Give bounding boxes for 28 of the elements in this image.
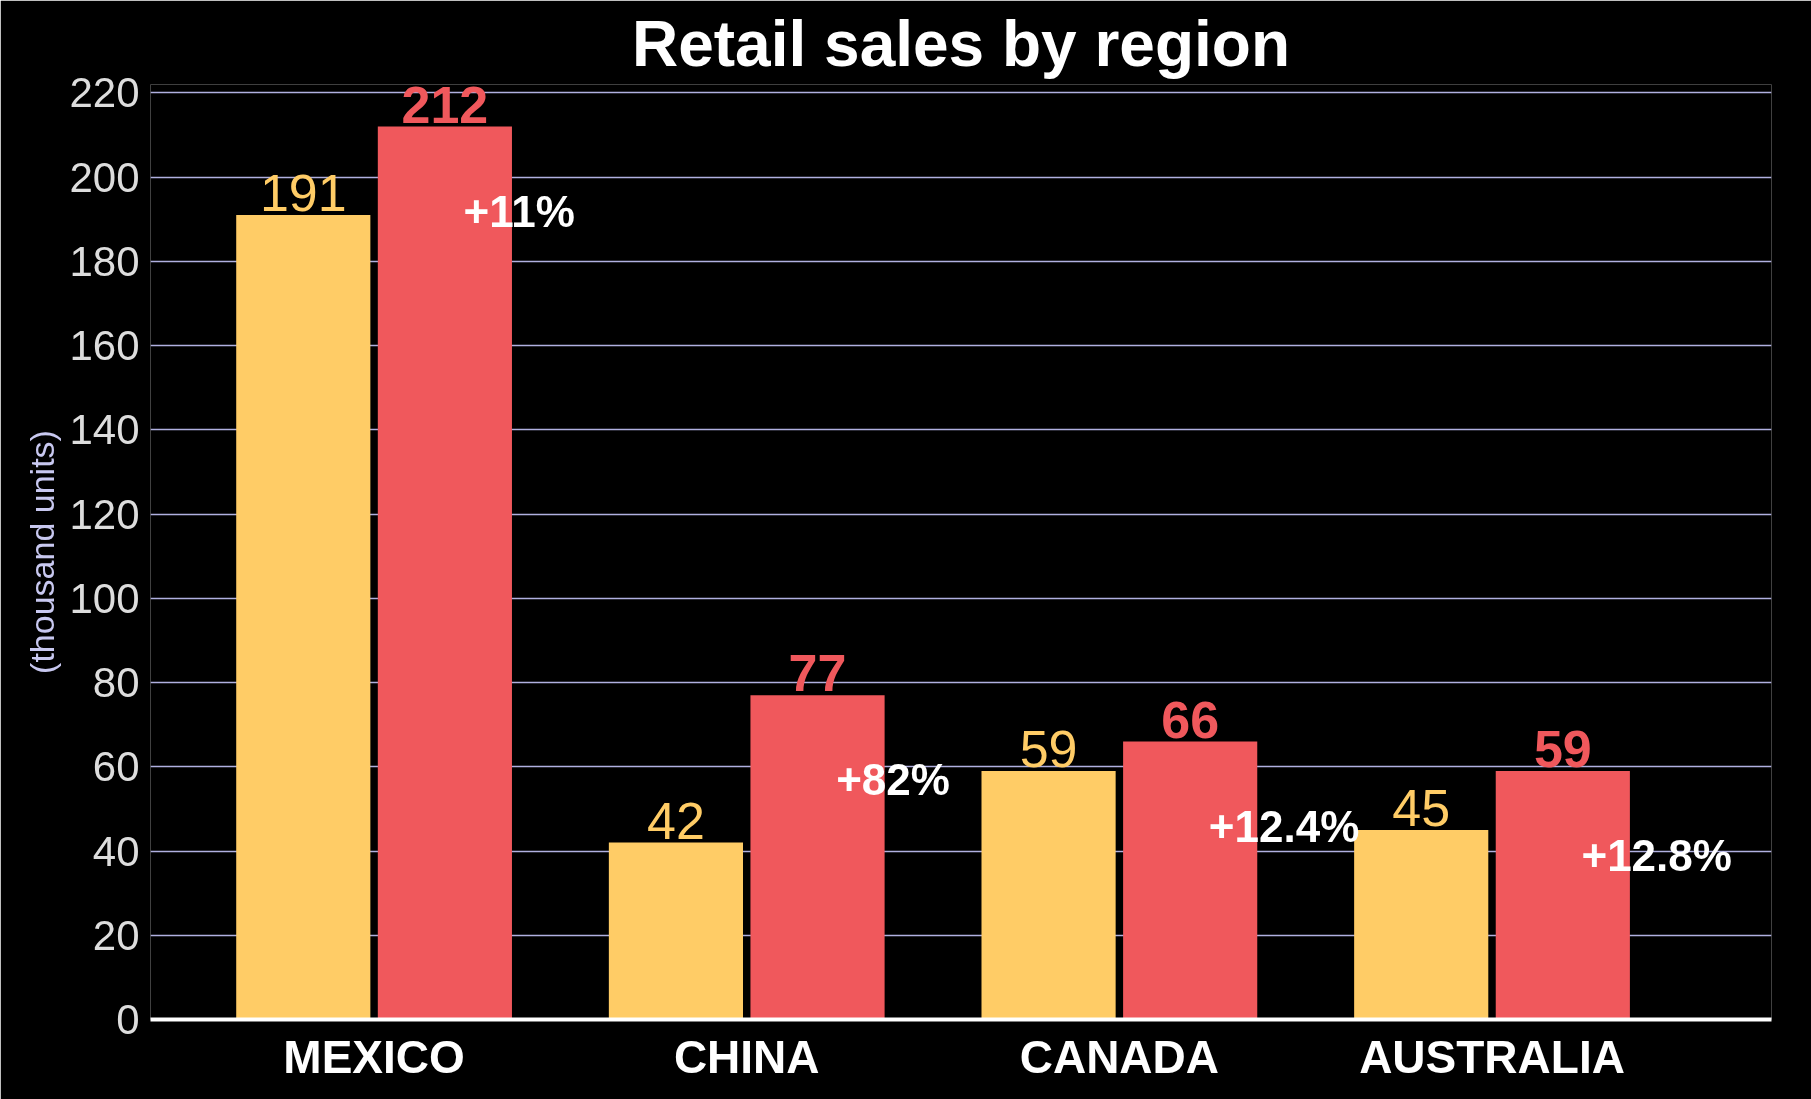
data-label: 191 [259, 164, 347, 223]
y-tick-label: 80 [92, 659, 140, 707]
y-tick-label: 120 [69, 490, 140, 538]
chart-title: Retail sales by region [631, 7, 1291, 80]
data-label: 42 [647, 791, 705, 850]
y-tick-label: 160 [69, 322, 140, 370]
data-label: 212 [401, 75, 489, 134]
y-tick-label: 20 [92, 911, 140, 959]
y-tick-label: 200 [69, 153, 140, 201]
y-tick-label: 40 [92, 827, 140, 875]
bar [981, 771, 1116, 1020]
y-tick-label: 60 [92, 743, 140, 791]
x-tick-label: CHINA [673, 1030, 820, 1083]
y-tick-label: 100 [69, 574, 140, 622]
data-label: 59 [1533, 720, 1592, 779]
y-tick-label: 140 [69, 406, 140, 454]
data-label: 59 [1019, 720, 1078, 779]
bar [608, 842, 743, 1020]
x-tick-label: MEXICO [283, 1030, 465, 1083]
x-tick-label: AUSTRALIA [1359, 1030, 1625, 1083]
x-tick-label: CANADA [1019, 1030, 1220, 1083]
y-tick-label: 0 [116, 996, 140, 1043]
bar [236, 215, 371, 1020]
data-label: 45 [1392, 778, 1451, 837]
y-tick-label: 220 [69, 69, 140, 117]
y-tick-label: 180 [69, 237, 140, 285]
y-axis-title: (thousand units) [23, 430, 62, 674]
data-label: 66 [1161, 690, 1220, 749]
